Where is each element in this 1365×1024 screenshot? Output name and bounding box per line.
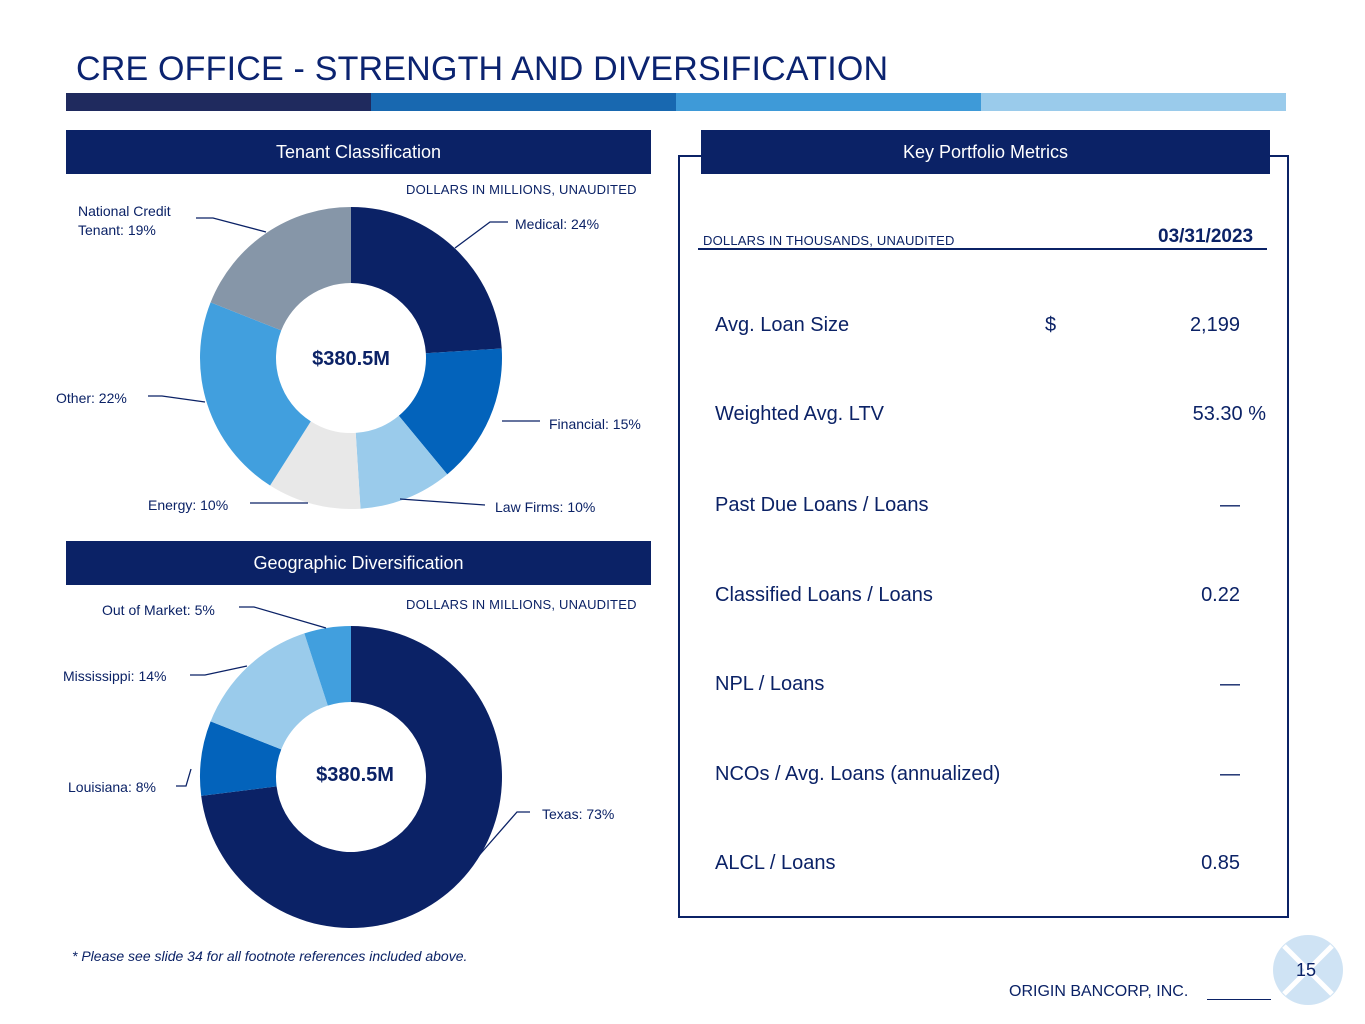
metric-row-npl: NPL / Loans — (715, 673, 1275, 703)
metric-value: — (1220, 494, 1240, 516)
metric-label: NPL / Loans (715, 673, 825, 695)
geo-slice-texas (201, 626, 502, 928)
tenant-slice-medical (351, 207, 502, 354)
geo-slice-mississippi (210, 633, 328, 750)
leader-line-other (148, 395, 206, 403)
tenant-slice-law-firms (355, 415, 448, 509)
metric-value: 53.30 % (1192, 403, 1266, 425)
geo-units-note: DOLLARS IN MILLIONS, UNAUDITED (406, 597, 637, 612)
page-number: 15 (1296, 960, 1317, 980)
tenant-label-financial: Financial: 15% (549, 416, 641, 432)
leader-line-out-of-market (239, 606, 327, 629)
geo-donut-chart: $380.5M Texas: 73% Louisiana: 8% Mississ… (63, 602, 614, 928)
tenant-slice-financial (398, 348, 502, 475)
tenant-header: Tenant Classification (66, 130, 651, 174)
geo-slice-out-of-market (304, 626, 351, 706)
tenant-slice-energy (270, 421, 361, 509)
metric-value: 0.22 (1201, 584, 1240, 606)
metrics-header: Key Portfolio Metrics (701, 130, 1270, 174)
metric-label: NCOs / Avg. Loans (annualized) (715, 763, 1001, 785)
tenant-slice-national-credit-tenant (210, 207, 351, 331)
geo-label-louisiana: Louisiana: 8% (68, 779, 156, 795)
metric-label: Avg. Loan Size (715, 314, 850, 336)
leader-line-louisiana (176, 768, 192, 787)
geo-header: Geographic Diversification (66, 541, 651, 585)
metric-row-classified: Classified Loans / Loans 0.22 (715, 584, 1275, 614)
metric-row-ncos: NCOs / Avg. Loans (annualized) — (715, 763, 1275, 793)
metric-label: Weighted Avg. LTV (715, 403, 884, 425)
tenant-label-energy: Energy: 10% (148, 497, 228, 513)
footnote: * Please see slide 34 for all footnote r… (72, 948, 468, 964)
leader-line-mississippi (190, 665, 248, 676)
tenant-slice-other (199, 302, 311, 486)
geo-label-mississippi: Mississippi: 14% (63, 668, 166, 684)
metric-label: ALCL / Loans (715, 852, 836, 874)
metric-row-past-due: Past Due Loans / Loans — (715, 494, 1275, 524)
tenant-label-other: Other: 22% (56, 390, 127, 406)
metric-value: 0.85 (1201, 852, 1240, 874)
leader-line-texas (474, 811, 530, 861)
company-name: ORIGIN BANCORP, INC. (1009, 983, 1189, 1000)
geo-slice-louisiana (199, 721, 282, 796)
metrics-units-note: DOLLARS IN THOUSANDS, UNAUDITED (703, 233, 955, 248)
metric-label: Past Due Loans / Loans (715, 494, 929, 516)
title-stripe-4 (981, 93, 1286, 111)
metric-row-avg-loan-size: Avg. Loan Size $ 2,199 (715, 314, 1275, 344)
metric-value: — (1220, 673, 1240, 695)
tenant-units-note: DOLLARS IN MILLIONS, UNAUDITED (406, 182, 637, 197)
geo-label-texas: Texas: 73% (542, 806, 614, 822)
title-stripe-1 (66, 93, 371, 111)
tenant-label-medical: Medical: 24% (515, 216, 599, 232)
page-title: CRE OFFICE - STRENGTH AND DIVERSIFICATIO… (76, 50, 889, 88)
metric-row-alcl: ALCL / Loans 0.85 (715, 852, 1275, 882)
tenant-donut-chart: $380.5M Medical: 24% Financial: 15% Law … (56, 203, 641, 515)
leader-line-national-credit (196, 217, 267, 233)
metric-row-weighted-ltv: Weighted Avg. LTV 53.30 % (715, 403, 1275, 433)
tenant-label-national-credit: National Credit Tenant: 19% (78, 203, 175, 238)
tenant-label-law-firms: Law Firms: 10% (495, 499, 595, 515)
metrics-as-of-date: 03/31/2023 (1158, 226, 1254, 247)
leader-line-medical (454, 221, 508, 249)
title-stripe-3 (676, 93, 981, 111)
metric-currency: $ (1045, 314, 1057, 336)
metric-label: Classified Loans / Loans (715, 584, 933, 606)
logo-badge-icon (1273, 935, 1343, 1005)
metric-value: — (1220, 763, 1240, 785)
company-rule (1207, 999, 1271, 1000)
metrics-header-rule (698, 248, 1267, 250)
leader-line-law-firms (399, 498, 486, 506)
geo-label-out-of-market: Out of Market: 5% (102, 602, 215, 618)
metrics-panel (678, 155, 1289, 918)
tenant-center-label: $380.5M (312, 348, 390, 370)
geo-center-label: $380.5M (316, 764, 394, 786)
title-stripe-2 (371, 93, 676, 111)
metric-value: 2,199 (1189, 314, 1240, 336)
